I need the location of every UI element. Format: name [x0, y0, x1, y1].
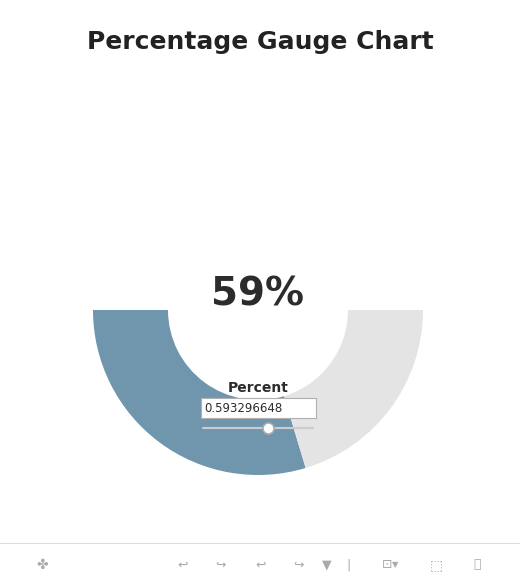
- Text: ↪: ↪: [294, 558, 304, 572]
- Text: Percent: Percent: [228, 381, 289, 395]
- Wedge shape: [93, 310, 306, 475]
- FancyBboxPatch shape: [201, 398, 316, 418]
- Text: 0.593296648: 0.593296648: [204, 402, 283, 414]
- Text: Percentage Gauge Chart: Percentage Gauge Chart: [87, 30, 433, 54]
- Text: ↩: ↩: [178, 558, 188, 572]
- Text: ▼: ▼: [392, 561, 398, 569]
- Text: ⑂: ⑂: [473, 558, 481, 572]
- Text: |: |: [347, 558, 351, 572]
- Wedge shape: [284, 310, 423, 468]
- Text: ↩: ↩: [256, 558, 266, 572]
- Text: ↪: ↪: [216, 558, 226, 572]
- Text: ▼: ▼: [322, 558, 332, 572]
- Text: ⊡: ⊡: [382, 558, 392, 572]
- Text: 59%: 59%: [212, 276, 305, 314]
- Text: ⬚: ⬚: [430, 558, 443, 572]
- Text: ✤: ✤: [36, 558, 48, 572]
